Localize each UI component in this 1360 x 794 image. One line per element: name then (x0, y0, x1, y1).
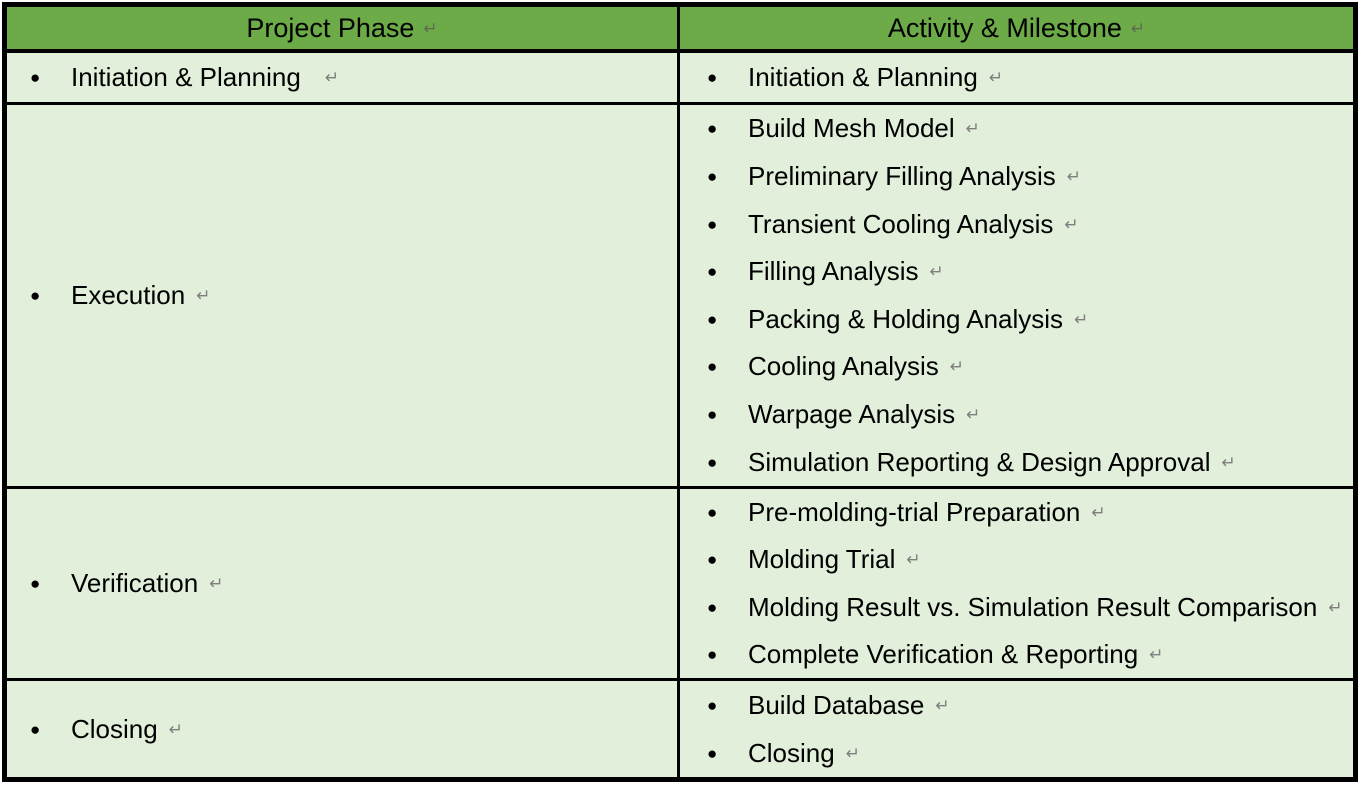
bullet-icon: ● (30, 68, 41, 87)
activity-item: ● Packing & Holding Analysis ↵ (680, 296, 1353, 344)
activity-item: ● Complete Verification & Reporting ↵ (680, 631, 1353, 678)
activity-item: ● Initiation & Planning ↵ (680, 54, 1353, 102)
bullet-icon: ● (707, 452, 718, 472)
return-mark-icon: ↵ (168, 719, 183, 739)
activity-item: ● Cooling Analysis ↵ (680, 343, 1353, 391)
activities-cell-verification: ● Pre-molding-trial Preparation ↵ ● Mold… (680, 489, 1353, 678)
return-mark-icon: ↵ (845, 743, 860, 763)
phase-cell-initiation-planning: ● Initiation & Planning ↵ (7, 53, 680, 102)
return-mark-icon: ↵ (423, 18, 438, 38)
activity-item: ● Molding Result vs. Simulation Result C… (680, 584, 1353, 631)
phase-label: Initiation & Planning (71, 62, 301, 92)
activity-item: ● Warpage Analysis ↵ (680, 391, 1353, 439)
phase-item: ● Initiation & Planning ↵ (30, 62, 339, 93)
bullet-icon: ● (707, 309, 718, 329)
activity-item: ● Preliminary Filling Analysis ↵ (680, 153, 1353, 201)
phase-cell-verification: ● Verification ↵ (7, 489, 680, 678)
return-mark-icon: ↵ (935, 695, 950, 715)
return-mark-icon: ↵ (1091, 503, 1106, 523)
bullet-icon: ● (707, 644, 718, 664)
phase-item: ● Closing ↵ (30, 714, 183, 745)
table-row-closing: ● Closing ↵ ● Build Database ↵ ● Closing… (7, 681, 1353, 777)
activity-label: Warpage Analysis (748, 399, 956, 430)
header-label-project-phase: Project Phase (246, 12, 415, 43)
bullet-icon: ● (707, 262, 718, 282)
activity-label: Filling Analysis (748, 256, 919, 287)
return-mark-icon: ↵ (1149, 644, 1164, 664)
activity-label: Closing (748, 737, 835, 768)
return-mark-icon: ↵ (1066, 166, 1082, 186)
bullet-icon: ● (707, 550, 718, 570)
activity-item: ● Build Database ↵ (680, 681, 1353, 729)
table-header-row: Project Phase ↵ Activity & Milestone ↵ (7, 7, 1353, 53)
phase-label: Verification (71, 568, 199, 598)
return-mark-icon: ↵ (949, 357, 965, 377)
activity-label: Build Database (748, 689, 925, 720)
return-mark-icon: ↵ (1130, 18, 1146, 38)
activity-label: Molding Result vs. Simulation Result Com… (748, 591, 1318, 622)
return-mark-icon: ↵ (965, 119, 980, 139)
phase-label: Execution (71, 280, 186, 310)
bullet-icon: ● (30, 286, 41, 305)
activity-label: Preliminary Filling Analysis (748, 160, 1056, 191)
activity-label: Molding Trial (748, 544, 896, 575)
bullet-icon: ● (707, 166, 718, 186)
activity-label: Packing & Holding Analysis (748, 303, 1064, 334)
return-mark-icon: ↵ (966, 405, 981, 425)
return-mark-icon: ↵ (1328, 597, 1343, 617)
activity-label: Transient Cooling Analysis (748, 208, 1054, 239)
phase-label: Closing (71, 713, 158, 744)
activity-label: Complete Verification & Reporting (748, 638, 1139, 669)
activity-label: Pre-molding-trial Preparation (748, 497, 1081, 528)
return-mark-icon: ↵ (929, 262, 944, 282)
bullet-icon: ● (707, 503, 718, 523)
bullet-icon: ● (707, 214, 718, 234)
bullet-icon: ● (707, 597, 718, 617)
bullet-icon: ● (707, 119, 718, 139)
activity-label: Initiation & Planning (748, 62, 978, 92)
phase-item: ● Verification ↵ (30, 568, 223, 599)
return-mark-icon: ↵ (209, 574, 224, 593)
bullet-icon: ● (707, 68, 718, 87)
activity-label: Build Mesh Model (748, 113, 955, 144)
activity-label: Cooling Analysis (748, 351, 939, 382)
bullet-icon: ● (30, 719, 41, 739)
table-row-verification: ● Verification ↵ ● Pre-molding-trial Pre… (7, 489, 1353, 681)
table-row-execution: ● Execution ↵ ● Build Mesh Model ↵ ● Pre… (7, 105, 1353, 489)
activities-cell-initiation-planning: ● Initiation & Planning ↵ (680, 53, 1353, 102)
table-row-initiation-planning: ● Initiation & Planning ↵ ● Initiation &… (7, 53, 1353, 105)
header-label-activity-milestone: Activity & Milestone (887, 12, 1122, 43)
return-mark-icon: ↵ (1064, 214, 1079, 234)
bullet-icon: ● (707, 695, 718, 715)
return-mark-icon: ↵ (196, 286, 211, 305)
return-mark-icon: ↵ (988, 68, 1004, 87)
bullet-icon: ● (707, 743, 718, 763)
activities-cell-execution: ● Build Mesh Model ↵ ● Preliminary Filli… (680, 105, 1353, 486)
phase-item: ● Execution ↵ (30, 280, 210, 311)
activity-item: ● Molding Trial ↵ (680, 536, 1353, 583)
return-mark-icon: ↵ (906, 550, 921, 570)
header-cell-activity-milestone: Activity & Milestone ↵ (680, 7, 1353, 49)
activity-item: ● Pre-molding-trial Preparation ↵ (680, 489, 1353, 536)
return-mark-icon: ↵ (1221, 452, 1236, 472)
bullet-icon: ● (707, 357, 718, 377)
activity-item: ● Transient Cooling Analysis ↵ (680, 200, 1353, 248)
bullet-icon: ● (707, 405, 718, 425)
activity-label: Simulation Reporting & Design Approval (748, 446, 1211, 477)
return-mark-icon: ↵ (324, 68, 340, 87)
activity-item: ● Closing ↵ (680, 729, 1353, 777)
activity-item: ● Simulation Reporting & Design Approval… (680, 438, 1353, 486)
return-mark-icon: ↵ (1074, 309, 1089, 329)
phase-cell-execution: ● Execution ↵ (7, 105, 680, 486)
project-phase-table: Project Phase ↵ Activity & Milestone ↵ ●… (2, 2, 1358, 782)
activities-cell-closing: ● Build Database ↵ ● Closing ↵ (680, 681, 1353, 777)
bullet-icon: ● (30, 574, 41, 593)
header-cell-project-phase: Project Phase ↵ (7, 7, 680, 49)
activity-item: ● Build Mesh Model ↵ (680, 105, 1353, 153)
phase-cell-closing: ● Closing ↵ (7, 681, 680, 777)
activity-item: ● Filling Analysis ↵ (680, 248, 1353, 296)
